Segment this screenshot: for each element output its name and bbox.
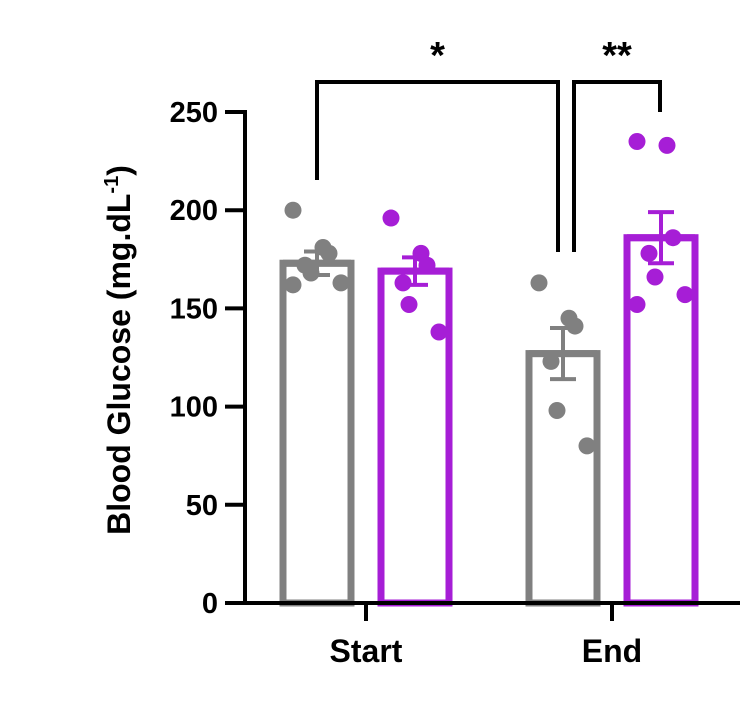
point-1-1-5: [676, 286, 694, 304]
significance-label-0: *: [430, 35, 445, 77]
point-0-0-4: [302, 264, 320, 282]
y-tick-label-0: 0: [202, 588, 218, 620]
point-0-1-0: [382, 209, 400, 227]
y-tick-label-5: 250: [170, 97, 218, 129]
y-axis-title: Blood Glucose (mg.dL-1): [101, 165, 137, 535]
point-1-1-2: [664, 229, 682, 247]
point-0-1-4: [400, 295, 418, 313]
point-0-0-0: [284, 201, 302, 219]
point-1-1-1: [658, 136, 676, 154]
point-0-1-3: [394, 274, 412, 292]
point-1-0-3: [542, 352, 560, 370]
significance-bracket-1: [572, 80, 662, 252]
point-1-0-4: [548, 402, 566, 420]
y-axis-title-superscript: -1: [101, 176, 123, 194]
point-1-1-6: [628, 295, 646, 313]
y-tick-label-4: 200: [170, 195, 218, 227]
significance-label-1: **: [602, 35, 632, 77]
y-tick-label-3: 150: [170, 293, 218, 325]
point-1-0-5: [578, 437, 596, 455]
y-tick-label-2: 100: [170, 392, 218, 424]
point-1-0-0: [530, 274, 548, 292]
bar-0-0: [279, 259, 355, 607]
x-tick-label-start: Start: [330, 633, 403, 669]
point-1-1-0: [628, 132, 646, 150]
x-tick-label-end: End: [582, 633, 642, 669]
point-1-0-2: [566, 317, 584, 335]
point-1-1-4: [646, 268, 664, 286]
point-0-1-2: [418, 256, 436, 274]
point-0-0-5: [332, 274, 350, 292]
point-0-1-5: [430, 323, 448, 341]
point-1-1-3: [640, 244, 658, 262]
significance-bracket-0: [315, 80, 560, 252]
y-tick-label-1: 50: [186, 490, 218, 522]
bar-1-0: [525, 350, 601, 607]
point-0-0-6: [284, 276, 302, 294]
bar-0-1: [377, 267, 453, 607]
point-0-0-2: [320, 244, 338, 262]
